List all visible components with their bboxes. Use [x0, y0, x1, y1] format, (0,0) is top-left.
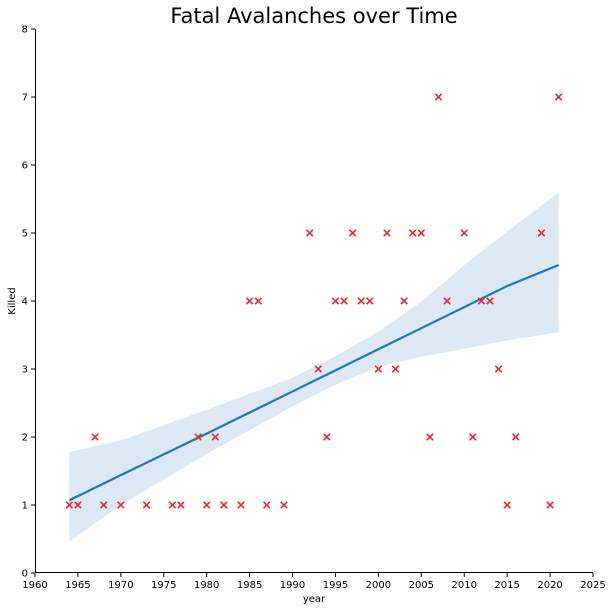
data-point	[254, 297, 262, 305]
x-tick-label: 2005	[409, 580, 434, 591]
confidence-band	[69, 192, 559, 542]
y-tick-label: 1	[22, 501, 28, 512]
data-point	[331, 297, 340, 305]
data-point	[374, 365, 383, 373]
data-point	[494, 365, 503, 373]
x-tick-label: 1975	[151, 580, 176, 591]
y-tick-label: 2	[22, 433, 28, 444]
data-point	[511, 433, 520, 441]
data-point	[383, 229, 391, 237]
data-point	[323, 433, 331, 441]
data-point	[537, 229, 546, 237]
x-tick-label: 1960	[22, 580, 47, 591]
data-point	[99, 501, 108, 509]
data-point	[211, 433, 220, 441]
data-point	[357, 297, 365, 305]
x-tick-label: 2010	[452, 580, 477, 591]
data-point	[408, 229, 417, 237]
x-tick-label: 1980	[194, 580, 219, 591]
data-point	[486, 297, 494, 305]
y-tick-label: 0	[22, 569, 28, 580]
data-point	[237, 501, 245, 509]
x-tick-label: 1970	[108, 580, 133, 591]
data-point	[469, 433, 477, 441]
data-point	[426, 433, 434, 441]
data-point	[168, 501, 177, 509]
y-axis-label: Killed	[7, 287, 18, 314]
x-tick-label: 1965	[65, 580, 90, 591]
data-point	[340, 297, 348, 305]
data-point	[194, 433, 202, 441]
data-point	[434, 93, 443, 101]
data-point	[400, 297, 408, 305]
data-point	[142, 501, 151, 509]
x-tick-label: 2015	[494, 580, 519, 591]
y-tick-label: 3	[22, 365, 28, 376]
x-tick-label: 1990	[280, 580, 305, 591]
chart-title: Fatal Avalanches over Time	[170, 4, 457, 28]
data-point	[220, 501, 228, 509]
data-point	[91, 433, 99, 441]
y-tick-label: 6	[22, 161, 28, 172]
data-point	[348, 229, 357, 237]
data-point	[117, 501, 125, 509]
data-point	[460, 229, 468, 237]
x-tick-label: 1985	[237, 580, 262, 591]
regression-line	[68, 263, 560, 502]
y-tick-label: 7	[22, 93, 28, 104]
data-point	[305, 229, 314, 237]
x-tick-label: 2000	[366, 580, 391, 591]
data-point	[245, 297, 254, 305]
x-tick-label: 2025	[580, 580, 605, 591]
data-point	[366, 297, 374, 305]
data-points-layer	[65, 93, 563, 509]
data-point	[391, 365, 400, 373]
data-point	[74, 501, 82, 509]
y-tick-label: 8	[22, 25, 28, 36]
data-point	[263, 501, 271, 509]
data-point	[417, 229, 426, 237]
data-point	[503, 501, 511, 509]
x-axis-label: year	[303, 594, 326, 605]
confidence-band-layer	[69, 192, 559, 542]
data-point	[554, 93, 563, 101]
x-tick-label: 2020	[537, 580, 562, 591]
data-point	[177, 501, 185, 509]
x-tick-label: 1995	[323, 580, 348, 591]
y-tick-label: 5	[22, 229, 28, 240]
data-point	[280, 501, 288, 509]
regression-line-layer	[68, 263, 560, 502]
data-point	[202, 501, 211, 509]
y-tick-label: 4	[22, 297, 28, 308]
data-point	[314, 365, 323, 373]
data-point	[65, 501, 74, 509]
data-point	[477, 297, 486, 305]
x-axis-ticks: 1960 1965 1970 1975 1980 1985 1990 1995 2000 2005…	[22, 573, 606, 591]
y-axis-ticks: 0 1 2 3 4 5 6 7 8	[22, 25, 35, 580]
data-point	[546, 501, 554, 509]
data-point	[443, 297, 451, 305]
